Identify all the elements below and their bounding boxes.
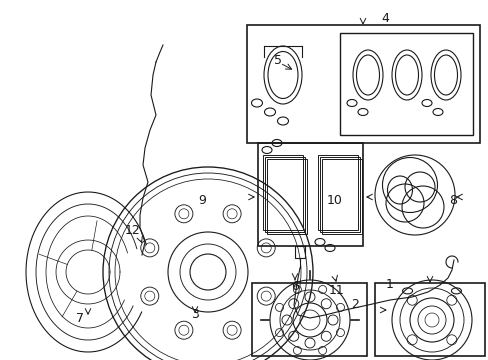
Bar bbox=[251, 283, 366, 356]
Bar bbox=[321, 159, 361, 234]
Bar bbox=[319, 157, 359, 232]
Circle shape bbox=[190, 254, 225, 290]
Bar bbox=[264, 157, 305, 232]
Text: 9: 9 bbox=[198, 194, 205, 207]
Text: 3: 3 bbox=[191, 309, 199, 321]
Text: 1: 1 bbox=[385, 279, 393, 292]
Text: 4: 4 bbox=[380, 12, 388, 24]
Text: 12: 12 bbox=[125, 224, 141, 237]
Text: 6: 6 bbox=[290, 280, 298, 293]
Bar bbox=[263, 155, 303, 230]
Bar bbox=[317, 155, 357, 230]
Text: 10: 10 bbox=[326, 194, 342, 207]
Text: 11: 11 bbox=[328, 284, 344, 297]
Bar bbox=[266, 159, 306, 234]
Bar bbox=[339, 33, 472, 135]
Text: 2: 2 bbox=[350, 298, 358, 311]
Text: 8: 8 bbox=[448, 194, 456, 207]
Bar bbox=[374, 283, 484, 356]
Text: 7: 7 bbox=[76, 311, 84, 324]
Bar bbox=[246, 25, 479, 143]
Text: 5: 5 bbox=[273, 54, 282, 67]
Bar bbox=[258, 143, 362, 246]
